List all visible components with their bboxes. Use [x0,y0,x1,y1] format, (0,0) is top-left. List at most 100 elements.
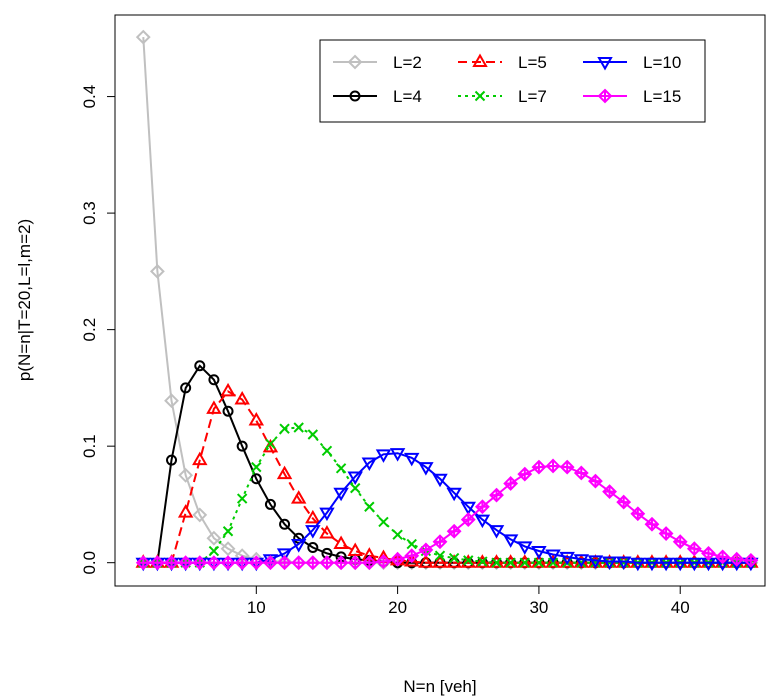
data-point [644,554,660,568]
data-point [604,557,615,568]
data-point [178,467,194,483]
data-point [729,551,745,567]
data-point [164,555,179,571]
data-point [220,541,236,557]
legend-entry: L=10 [583,53,681,72]
data-point [432,473,448,488]
data-point [488,554,505,568]
data-point [545,549,561,564]
data-point [477,556,488,567]
data-point [375,449,392,463]
data-point [236,493,248,504]
series-l-5 [135,382,759,568]
data-point [206,530,222,546]
data-point [335,463,347,474]
y-axis-label: p(N=n|T=20,L=l,m=2) [15,219,34,381]
data-point [672,554,688,568]
data-point [460,501,476,516]
data-point [460,512,476,527]
data-point [531,459,547,475]
data-point [533,557,545,568]
data-point [389,448,406,462]
data-point [658,557,674,572]
data-point [291,555,307,571]
data-point [434,550,446,561]
data-point [615,556,632,571]
y-tick-label: 0.2 [80,318,99,342]
data-point [319,507,335,522]
legend: L=2 L=4 L=5 L=7 L=10 L=15 [319,39,706,123]
data-point [307,542,319,554]
data-point [248,412,265,426]
legend-entry: L=2 [333,53,422,72]
data-point [418,462,434,476]
data-point [630,557,646,572]
data-point [588,473,603,489]
data-point [700,554,717,568]
data-point [333,487,349,502]
data-point [263,555,278,571]
series-l-15 [135,458,759,571]
legend-entry: L=15 [583,87,681,106]
data-point [658,526,674,541]
data-point [474,499,490,515]
data-point [531,546,547,560]
data-point [305,509,321,524]
data-point [686,541,702,557]
data-point [559,551,575,566]
legend-label: L=2 [393,53,422,72]
data-point [672,534,688,550]
data-point [276,548,293,562]
series-layer [135,29,759,572]
data-point [446,523,462,539]
data-point [178,555,194,571]
data-point [265,438,276,450]
legend-marker [349,90,361,102]
data-point [135,29,151,45]
data-point [248,555,264,571]
data-point [251,461,262,473]
data-point [364,501,375,512]
data-point [279,423,290,434]
legend-entry: L=7 [458,87,547,106]
data-point [531,554,547,568]
data-point [743,552,759,568]
data-point [220,382,236,397]
data-point [658,554,674,568]
legend-marker [347,54,363,70]
data-point [448,552,460,564]
data-point [474,514,491,529]
data-point [390,551,406,567]
legend-marker [597,88,613,104]
data-point [220,555,236,571]
legend-entry: L=4 [333,87,422,106]
data-point [307,429,319,440]
data-point [206,555,222,571]
data-point [517,541,533,555]
data-point [319,555,335,571]
series-line [143,426,751,564]
data-point [180,382,192,394]
data-point [686,557,703,572]
data-point [164,393,179,409]
legend-label: L=4 [393,87,422,106]
data-point [305,525,321,539]
data-point [601,556,618,571]
data-point [644,557,660,572]
data-point [686,554,703,568]
data-point [361,457,378,471]
x-tick-label: 30 [529,598,548,617]
y-axis: 0.0 0.1 0.2 0.3 0.4 [80,85,116,575]
data-point [404,548,420,564]
data-point [517,554,533,568]
data-point [559,459,575,475]
data-point [517,466,533,482]
data-point [149,555,165,571]
data-point [519,557,530,568]
data-point [602,484,617,500]
y-tick-label: 0.1 [80,434,99,458]
data-point [222,526,234,537]
data-point [587,555,604,569]
data-point [333,555,349,571]
